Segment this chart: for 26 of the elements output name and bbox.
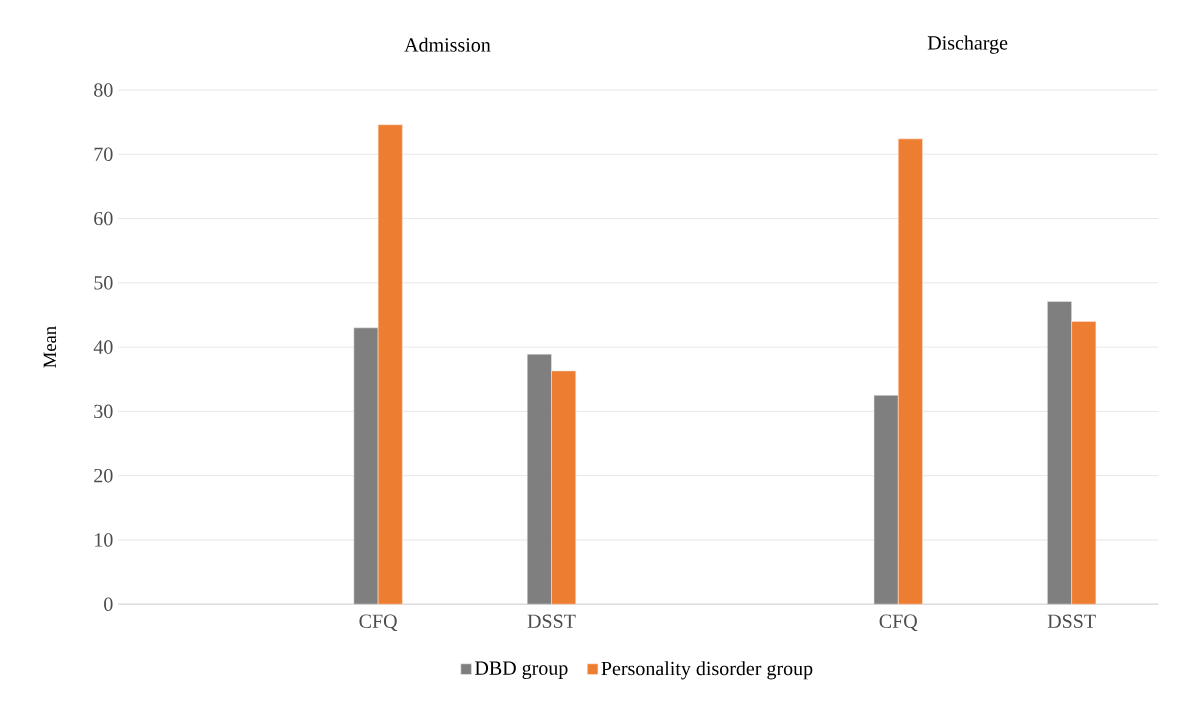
text: Discharge <box>927 35 1008 54</box>
y-tick-label: 50 <box>94 275 113 290</box>
bar <box>551 370 577 605</box>
y-tick-label: 20 <box>94 468 113 483</box>
text: Admission <box>404 37 491 52</box>
bar <box>377 124 403 605</box>
bar <box>353 327 379 605</box>
legend-label: Personality disorder group <box>601 661 813 680</box>
y-tick-label: 70 <box>94 147 113 161</box>
bar <box>873 394 899 605</box>
legend-label: DBD group <box>475 661 568 679</box>
bar <box>1071 321 1097 605</box>
y-tick-label: 0 <box>104 597 113 611</box>
x-tick-label: CFQ <box>879 614 918 631</box>
y-axis-title: Mean <box>43 326 57 368</box>
bar <box>897 138 923 605</box>
bar <box>526 353 552 605</box>
bar <box>1047 301 1072 605</box>
x-tick-label: DSST <box>1047 614 1096 628</box>
y-tick-label: 30 <box>94 404 113 419</box>
x-tick-label: DSST <box>527 614 576 628</box>
y-tick-label: 40 <box>93 340 113 354</box>
y-tick-label: 60 <box>94 211 113 226</box>
x-tick-label: CFQ <box>359 614 398 631</box>
y-tick-label: 80 <box>94 83 113 97</box>
y-tick-label: 10 <box>95 533 113 547</box>
